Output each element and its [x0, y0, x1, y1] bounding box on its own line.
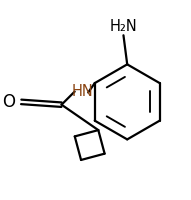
Text: O: O — [2, 93, 16, 111]
Text: H₂N: H₂N — [110, 19, 137, 34]
Text: HN: HN — [71, 84, 93, 99]
